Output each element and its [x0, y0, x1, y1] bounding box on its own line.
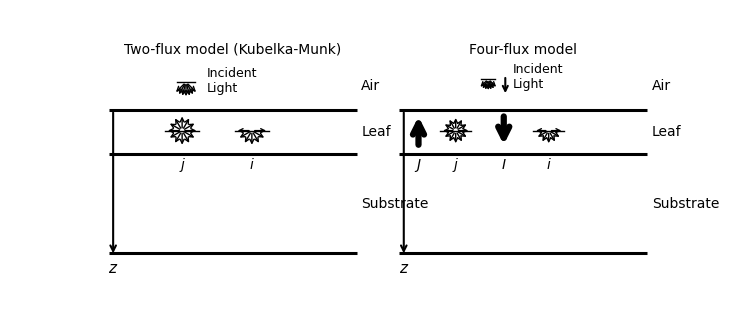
- Text: Substrate: Substrate: [652, 197, 719, 211]
- Text: Four-flux model: Four-flux model: [469, 43, 577, 57]
- Text: Substrate: Substrate: [361, 197, 429, 211]
- Text: z: z: [109, 261, 116, 276]
- Text: j: j: [180, 158, 184, 172]
- Text: z: z: [399, 261, 407, 276]
- Text: j: j: [454, 158, 458, 172]
- Text: I: I: [501, 158, 506, 172]
- Text: Leaf: Leaf: [652, 125, 682, 139]
- Text: Incident
Light: Incident Light: [207, 66, 257, 95]
- Text: Incident
Light: Incident Light: [513, 63, 563, 91]
- Text: Leaf: Leaf: [361, 125, 391, 139]
- Text: Air: Air: [652, 79, 671, 93]
- Text: J: J: [417, 158, 420, 172]
- Text: Air: Air: [361, 79, 380, 93]
- Text: Two-flux model (Kubelka-Munk): Two-flux model (Kubelka-Munk): [124, 43, 341, 57]
- Text: i: i: [547, 158, 551, 172]
- Text: i: i: [250, 158, 254, 172]
